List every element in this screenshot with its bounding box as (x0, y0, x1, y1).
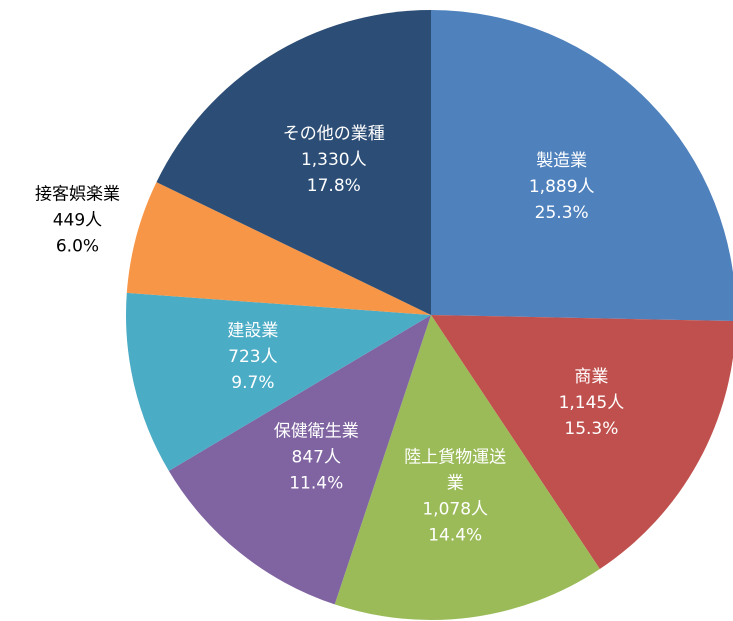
data-label: 接客娯楽業 449人 6.0% (35, 184, 120, 256)
data-label: 製造業 1,889人 25.3% (529, 151, 595, 223)
value-label: 847人 (292, 448, 341, 468)
category-label-line: 業 (447, 473, 464, 493)
percent-label: 15.3% (564, 419, 618, 439)
percent-label: 11.4% (289, 474, 343, 494)
data-label: 建設業 723人 9.7% (227, 321, 278, 393)
percent-label: 25.3% (535, 203, 589, 223)
value-label: 1,078人 (422, 499, 488, 519)
pie-slice (156, 10, 431, 315)
pie-slice (126, 182, 431, 315)
category-label-line: 陸上貨物運送 (404, 447, 506, 467)
category-label: 接客娯楽業 (35, 184, 120, 204)
value-label: 1,889人 (529, 177, 595, 197)
percent-label: 6.0% (56, 236, 99, 256)
value-label: 449人 (53, 210, 102, 230)
category-label: 商業 (574, 367, 608, 387)
data-label: 商業 1,145人 15.3% (559, 367, 625, 439)
data-label: 陸上貨物運送業 1,078人 14.4% (404, 447, 506, 545)
data-label: 保健衛生業 847人 11.4% (274, 422, 359, 494)
data-label: その他の業種 1,330人 17.8% (283, 124, 385, 196)
category-label: 建設業 (227, 321, 278, 341)
pie-slice (431, 315, 733, 570)
value-label: 723人 (228, 347, 277, 367)
category-label: その他の業種 (283, 124, 385, 144)
category-label: 保健衛生業 (274, 422, 359, 442)
pie-slice (126, 292, 431, 471)
category-label: 陸上貨物運送業 (404, 447, 506, 493)
value-label: 1,330人 (301, 150, 367, 170)
percent-label: 17.8% (307, 176, 361, 196)
pie-slice (168, 315, 431, 605)
pie-slice (334, 315, 600, 621)
percent-label: 9.7% (231, 373, 274, 393)
pie-slice (431, 10, 733, 322)
percent-label: 14.4% (428, 525, 482, 545)
value-label: 1,145人 (559, 393, 625, 413)
category-label: 製造業 (536, 151, 587, 171)
